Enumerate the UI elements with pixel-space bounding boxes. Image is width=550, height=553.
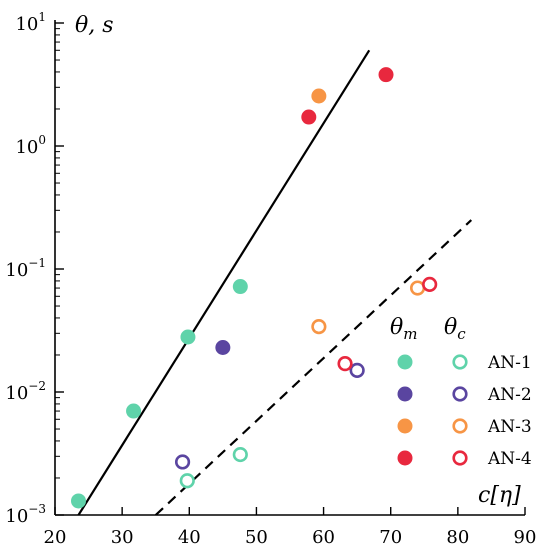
x-tick-label: 20 [44,527,67,548]
point-calculated-an-3 [409,280,426,296]
point-calculated-an-1 [179,473,195,489]
y-tick-label: 10−3 [5,502,46,527]
fit-lines [77,49,473,515]
legend-marker-calculated-an-2 [452,386,468,402]
point-measured-an-1 [71,493,86,509]
measured-fit-line [77,49,371,515]
x-tick-label: 60 [312,527,335,548]
y-axis-ticks: 10−3 10−2 10−1 100 101 [5,10,64,527]
legend: θm θc AN-1 AN-2 AN-3 AN-4 [390,315,532,469]
point-calculated-an-2 [174,454,191,470]
legend-label-an-2: AN-2 [487,385,532,405]
legend-marker-calculated-an-4 [452,450,468,466]
point-calculated-an-3 [311,319,327,335]
x-tick-label: 30 [111,527,134,548]
point-measured-an-1 [180,329,196,345]
point-measured-an-4 [301,109,317,125]
x-tick-label: 90 [514,527,537,548]
legend-marker-measured-an-1 [397,354,413,370]
legend-head-calculated: θc [444,315,466,343]
legend-marker-calculated-an-1 [452,354,468,370]
point-calculated-an-4 [337,356,353,372]
legend-label-an-4: AN-4 [487,449,532,469]
point-measured-an-3 [311,88,327,104]
legend-head-measured: θm [390,315,417,343]
data-points [71,67,438,509]
x-tick-label: 70 [379,527,402,548]
x-tick-label: 40 [178,527,201,548]
point-calculated-an-2 [349,362,365,378]
legend-label-an-1: AN-1 [487,353,532,373]
y-tick-label: 100 [15,133,46,158]
x-axis-ticks: 20 30 40 50 60 70 80 90 [44,507,537,548]
legend-label-an-3: AN-3 [487,417,532,437]
legend-marker-measured-an-4 [397,450,413,466]
x-tick-label: 80 [446,527,469,548]
point-measured-an-1 [126,403,142,419]
x-tick-label: 50 [245,527,268,548]
legend-marker-measured-an-3 [397,418,413,434]
point-measured-an-4 [378,67,394,83]
y-tick-label: 101 [15,10,46,35]
calculated-fit-line [154,219,473,515]
y-tick-label: 10−1 [5,256,46,281]
y-tick-label: 10−2 [5,379,46,404]
y-axis-title: θ, s [75,13,114,38]
point-measured-an-2 [215,340,231,356]
legend-marker-measured-an-2 [397,386,413,402]
point-calculated-an-1 [232,446,248,463]
x-axis-title: c[η] [478,483,521,508]
point-calculated-an-4 [422,276,438,292]
point-measured-an-1 [232,279,248,295]
legend-marker-calculated-an-3 [452,418,468,434]
